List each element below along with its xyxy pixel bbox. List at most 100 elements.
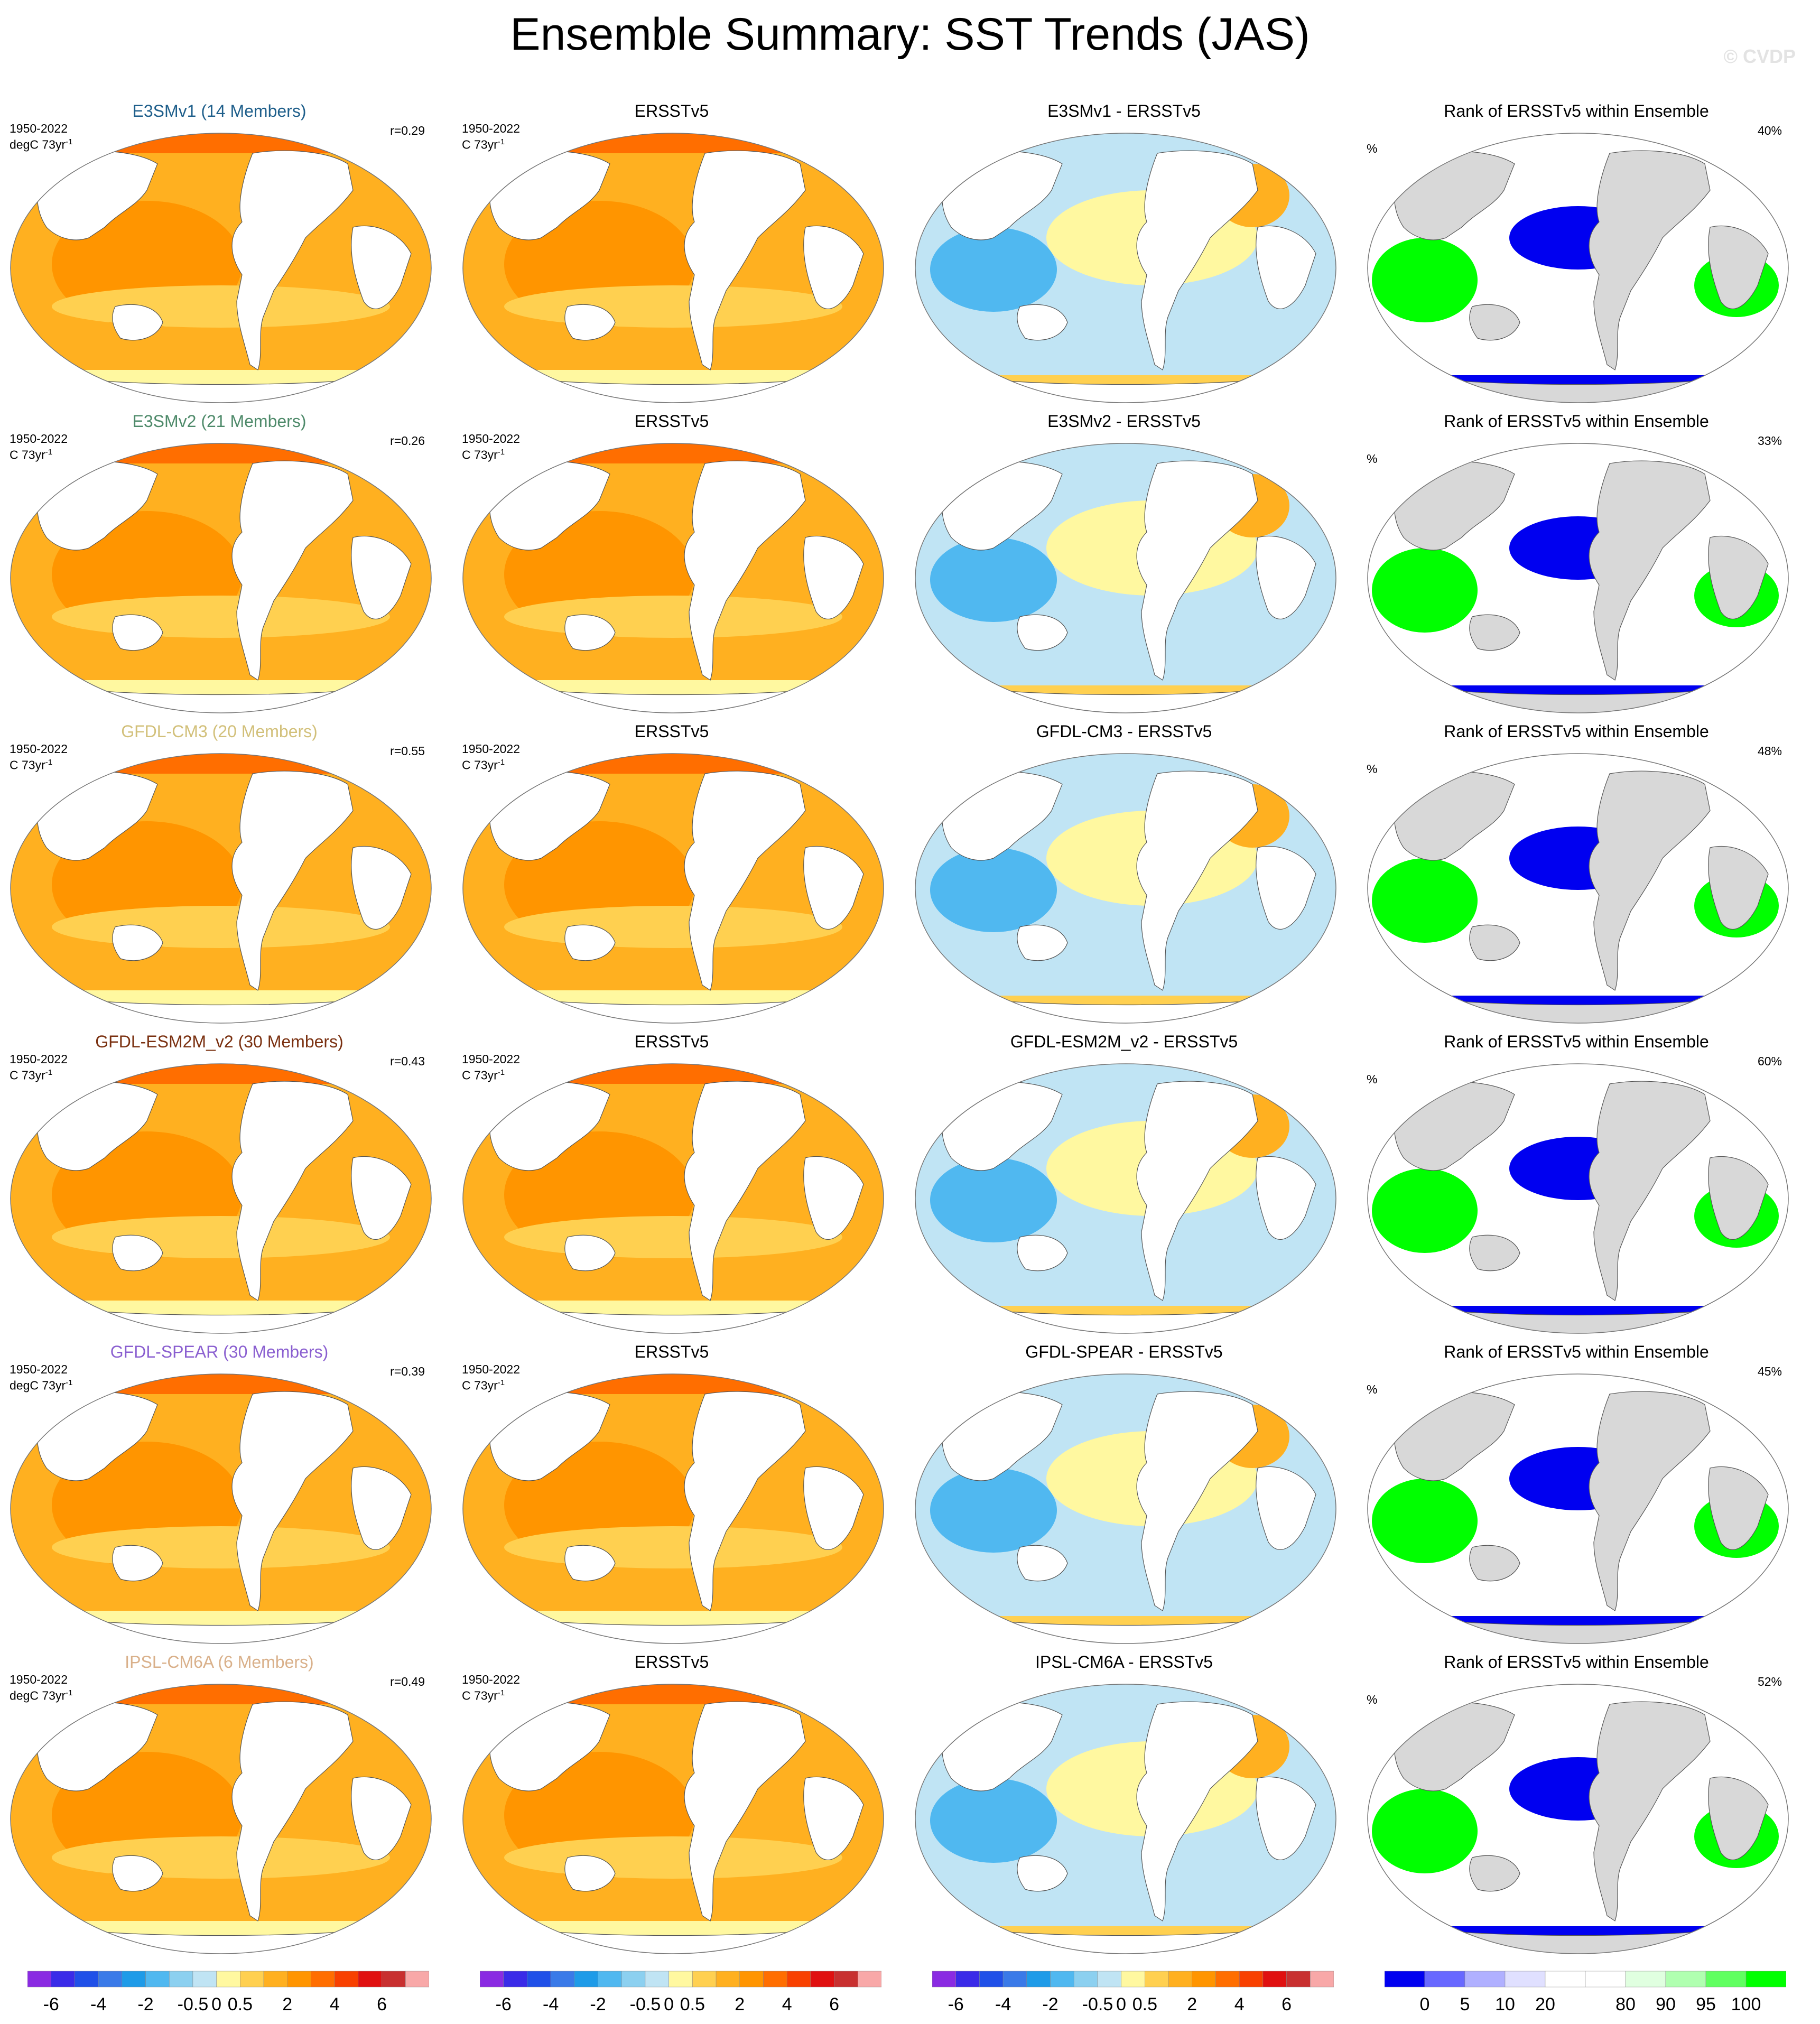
map bbox=[915, 1373, 1336, 1644]
period-units-label: 1950-2022 degC 73yr-1 bbox=[10, 122, 73, 152]
rank-high-area bbox=[1372, 548, 1478, 633]
colorbar-swatch bbox=[1665, 1971, 1706, 1988]
subpolar-band bbox=[11, 370, 431, 386]
panel-title: ERSSTv5 bbox=[634, 722, 709, 741]
obs-panel: ERSSTv5 1950-2022 C 73yr-1 bbox=[452, 100, 891, 407]
map bbox=[915, 1684, 1336, 1954]
period-units-label: 1950-2022 C 73yr-1 bbox=[10, 1052, 68, 1082]
colorbar-tick-label: 4 bbox=[330, 1994, 340, 2014]
colorbar-tick-label: -2 bbox=[590, 1994, 606, 2014]
period-units-label: 1950-2022 C 73yr-1 bbox=[462, 742, 520, 772]
colorbar-swatch bbox=[1192, 1971, 1216, 1988]
land-mass bbox=[1469, 614, 1520, 651]
rank-high-area bbox=[1372, 858, 1478, 943]
rank-percent: 52% bbox=[1757, 1675, 1782, 1688]
land-mass bbox=[112, 924, 163, 961]
pattern-correlation: r=0.49 bbox=[390, 1675, 425, 1688]
map-outline bbox=[10, 1684, 432, 1954]
map bbox=[10, 1684, 432, 1954]
map bbox=[462, 1373, 884, 1644]
colorbar-tick-label: -6 bbox=[496, 1994, 512, 2014]
colorbar-tick-label: -4 bbox=[543, 1994, 559, 2014]
colorbar-swatch bbox=[979, 1971, 1004, 1988]
panel-title: GFDL-ESM2M_v2 - ERSSTv5 bbox=[1010, 1032, 1238, 1051]
land-mass bbox=[112, 1855, 163, 1892]
land-mass bbox=[803, 1156, 864, 1240]
colorbar-tick-label: 6 bbox=[1282, 1994, 1292, 2014]
map-outline bbox=[10, 133, 432, 403]
colorbar-tick-label: 10 bbox=[1495, 1994, 1515, 2014]
subpolar-band bbox=[11, 1301, 431, 1316]
colorbar-swatch bbox=[1239, 1971, 1264, 1988]
panel-title: GFDL-SPEAR (30 Members) bbox=[110, 1342, 329, 1361]
period-units-label: 1950-2022 C 73yr-1 bbox=[462, 432, 520, 462]
land-mass bbox=[1708, 225, 1769, 309]
land-mass bbox=[1589, 1391, 1711, 1611]
southern-band bbox=[52, 285, 390, 328]
colorbar-swatch bbox=[75, 1971, 99, 1988]
land-mass bbox=[1708, 1156, 1769, 1240]
land-mass bbox=[1256, 225, 1316, 309]
land-mass bbox=[231, 1081, 354, 1301]
map-outline bbox=[915, 1063, 1336, 1334]
period-units-label: 1950-2022 degC 73yr-1 bbox=[10, 1362, 73, 1392]
arctic-band bbox=[463, 1064, 884, 1084]
pattern-correlation: r=0.39 bbox=[390, 1364, 425, 1378]
panel-title: GFDL-ESM2M_v2 (30 Members) bbox=[95, 1032, 343, 1051]
diff-panel: GFDL-CM3 - ERSSTv5 bbox=[905, 721, 1343, 1027]
land-mass bbox=[1469, 1545, 1520, 1582]
colorbar-tick-label: -6 bbox=[43, 1994, 59, 2014]
colorbar-swatch bbox=[550, 1971, 575, 1988]
map-outline bbox=[1367, 443, 1789, 713]
colorbar-tick-label: 0.5 bbox=[680, 1994, 705, 2014]
land-mass bbox=[351, 846, 412, 930]
map bbox=[1367, 753, 1789, 1024]
period-units-label: 1950-2022 C 73yr-1 bbox=[462, 1362, 520, 1392]
figure-title: Ensemble Summary: SST Trends (JAS) bbox=[510, 9, 1310, 60]
arctic-band bbox=[463, 133, 884, 153]
colorbar-swatch bbox=[334, 1971, 359, 1988]
subpolar-band bbox=[11, 1611, 431, 1627]
map-outline bbox=[915, 753, 1336, 1024]
land-mass bbox=[1017, 924, 1068, 961]
land-mass bbox=[1136, 460, 1258, 681]
rank-unit: % bbox=[1367, 1693, 1378, 1706]
colorbar-swatch bbox=[1050, 1971, 1074, 1988]
rank-unit: % bbox=[1367, 1072, 1378, 1086]
colorbar-swatch bbox=[621, 1971, 646, 1988]
colorbar-swatch bbox=[1286, 1971, 1311, 1988]
southern-band bbox=[504, 596, 842, 638]
colorbar-swatch bbox=[1585, 1971, 1626, 1988]
map bbox=[1367, 1373, 1789, 1644]
arctic-band bbox=[463, 754, 884, 774]
obs-panel: ERSSTv5 1950-2022 C 73yr-1 bbox=[452, 1651, 891, 1958]
colorbar-swatch bbox=[405, 1971, 429, 1988]
map bbox=[1367, 1063, 1789, 1334]
map-outline bbox=[462, 753, 884, 1024]
trend-colorbar-3: -6 -4 -2 -0.5 0 0.5 2 4 6 bbox=[932, 1967, 1334, 2018]
colorbar-swatch bbox=[98, 1971, 123, 1988]
colorbar-tick-label: 2 bbox=[735, 1994, 745, 2014]
model-panel: IPSL-CM6A (6 Members) 1950-2022 degC 73yr-… bbox=[0, 1651, 439, 1958]
trend-colorbar-2: -6 -4 -2 -0.5 0 0.5 2 4 6 bbox=[480, 1967, 881, 2018]
panel-title: E3SMv1 (14 Members) bbox=[132, 101, 307, 120]
panel-title: Rank of ERSSTv5 within Ensemble bbox=[1444, 1652, 1709, 1672]
land-mass bbox=[112, 1234, 163, 1271]
colorbar-swatch bbox=[1424, 1971, 1465, 1988]
map bbox=[10, 753, 432, 1024]
map bbox=[10, 1373, 432, 1644]
land-mass bbox=[1256, 535, 1316, 619]
colorbar-swatch bbox=[1545, 1971, 1586, 1988]
rank-unit: % bbox=[1367, 1382, 1378, 1396]
map-outline bbox=[462, 1063, 884, 1334]
map bbox=[462, 443, 884, 713]
colorbar-tick-label: 6 bbox=[829, 1994, 839, 2014]
colorbar-tick-label: -0.5 bbox=[630, 1994, 661, 2014]
model-panel: E3SMv1 (14 Members) 1950-2022 degC 73yr-1 r… bbox=[0, 100, 439, 407]
panel-title: GFDL-CM3 - ERSSTv5 bbox=[1036, 722, 1212, 741]
diff-negative-area bbox=[930, 848, 1057, 932]
colorbar-swatch bbox=[739, 1971, 764, 1988]
land-mass bbox=[1136, 1391, 1258, 1611]
land-mass bbox=[351, 1156, 412, 1240]
land-mass bbox=[351, 1466, 412, 1550]
